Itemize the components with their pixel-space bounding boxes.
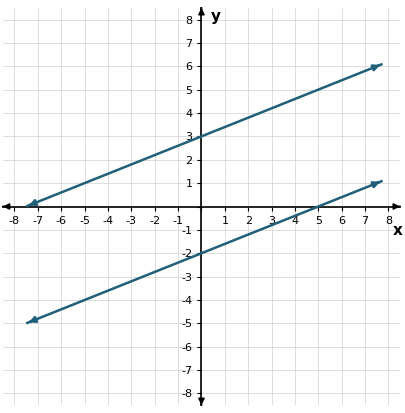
Text: x: x (392, 223, 402, 238)
Text: y: y (210, 9, 220, 24)
